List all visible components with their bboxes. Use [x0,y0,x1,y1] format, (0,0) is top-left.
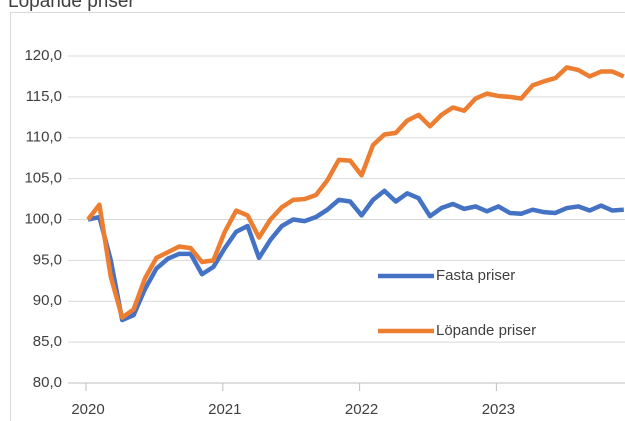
chart-title: Löpande priser [8,0,135,12]
x-tick-label: 2023 [482,401,515,418]
y-tick-label: 120,0 [24,47,62,64]
x-tick-label: 2021 [208,401,241,418]
y-tick-label: 105,0 [24,170,62,187]
legend-label: Löpande priser [436,322,536,339]
y-tick-label: 85,0 [33,333,62,350]
y-tick-label: 95,0 [33,251,62,268]
y-tick-label: 100,0 [24,210,62,227]
y-tick-label: 115,0 [26,88,62,105]
chart-frame [10,12,625,421]
y-tick-label: 90,0 [33,292,62,309]
x-tick-label: 2020 [71,401,104,418]
x-tick-label: 2022 [345,401,378,418]
line-series [87,188,624,323]
y-tick-label: 80,0 [33,374,62,391]
legend-label: Fasta priser [436,267,515,284]
y-tick-label: 110,0 [26,129,62,146]
line-series [86,65,625,320]
